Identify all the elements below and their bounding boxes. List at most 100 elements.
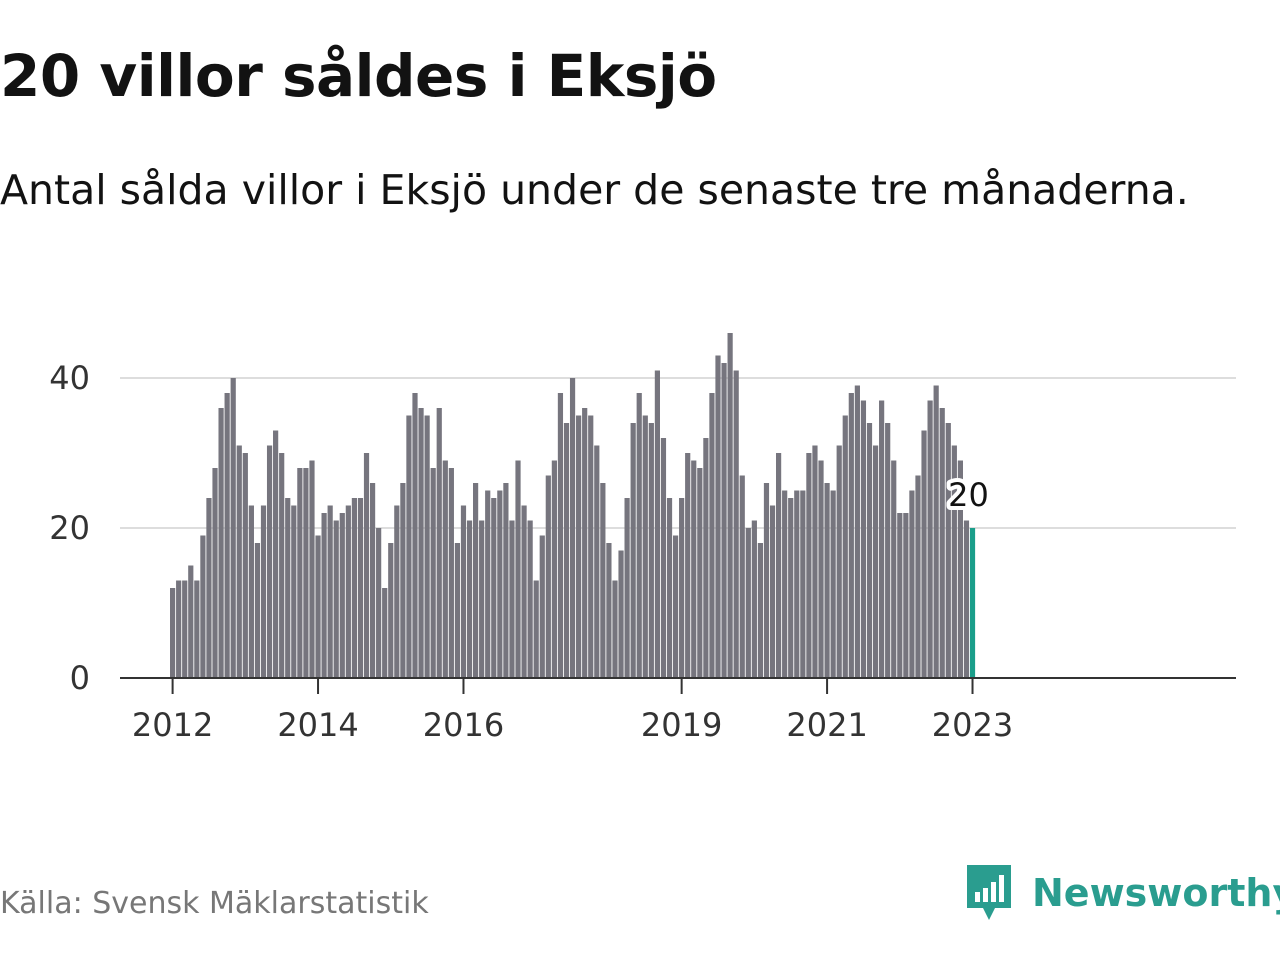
bar: [194, 580, 200, 678]
bar: [606, 543, 612, 678]
bar: [545, 475, 551, 678]
bar: [921, 430, 927, 678]
bar: [315, 535, 321, 678]
bar: [309, 460, 315, 678]
bar: [515, 460, 521, 678]
brand-logo[interactable]: Newsworthy: [964, 862, 1280, 924]
bar: [285, 498, 291, 678]
bar: [776, 453, 782, 678]
bar: [521, 505, 527, 678]
bar: [757, 543, 764, 678]
bar: [848, 393, 854, 678]
bar: [497, 490, 503, 678]
bar: [388, 543, 394, 678]
brand-name: Newsworthy: [1032, 871, 1280, 915]
bar: [297, 468, 303, 678]
bar: [939, 408, 945, 678]
bar: [612, 580, 618, 678]
bar: [242, 453, 248, 678]
bar: [466, 520, 473, 678]
bar: [600, 483, 606, 678]
bar: [782, 490, 788, 678]
bar: [182, 580, 188, 678]
bar: [412, 393, 418, 678]
bar: [406, 415, 412, 678]
bar: [618, 550, 624, 678]
bar: [866, 423, 873, 678]
bar: [254, 543, 261, 678]
bar: [376, 528, 382, 678]
y-tick-label: 20: [49, 509, 90, 547]
y-tick-label: 0: [70, 659, 90, 697]
bar: [957, 460, 963, 678]
bar: [479, 520, 485, 678]
bar: [945, 423, 951, 678]
bar: [527, 520, 533, 678]
bar: [509, 520, 515, 678]
bar: [733, 370, 739, 678]
bar: [709, 393, 715, 678]
bar: [885, 423, 891, 678]
bar: [394, 505, 400, 678]
bar: [715, 355, 721, 678]
bar: [218, 408, 224, 678]
bar-chart: 0 20 40 2012 2014 2016 2019 2021 2023 20: [49, 333, 1236, 744]
bar: [569, 378, 576, 678]
bar: [303, 468, 309, 678]
bar: [327, 505, 333, 678]
bar: [400, 483, 406, 678]
bar: [248, 505, 254, 678]
bar: [842, 415, 848, 678]
bar: [769, 505, 776, 678]
bar: [818, 460, 824, 678]
x-tick-label: 2014: [277, 706, 358, 744]
x-tick-label: 2012: [132, 706, 213, 744]
bar: [897, 513, 903, 678]
bar: [630, 423, 636, 678]
bar: [230, 378, 236, 678]
bar: [291, 505, 297, 678]
tick-labels: 0 20 40 2012 2014 2016 2019 2021 2023 20: [49, 359, 1013, 744]
bar: [666, 498, 673, 678]
bar: [339, 513, 345, 678]
bar: [430, 468, 436, 678]
bar: [800, 490, 806, 678]
bar: [854, 385, 860, 678]
bar: [872, 445, 879, 678]
bar: [557, 393, 564, 678]
bar: [436, 408, 442, 678]
bar: [273, 430, 279, 678]
bar: [672, 535, 679, 678]
bar: [212, 468, 218, 678]
bar: [642, 415, 648, 678]
bar: [691, 460, 697, 678]
bar-series: [170, 333, 976, 678]
chart-subtitle: Antal sålda villor i Eksjö under de sena…: [0, 166, 1189, 214]
bar: [927, 400, 933, 678]
bar: [594, 445, 600, 678]
bar: [824, 483, 830, 678]
bar: [236, 445, 242, 678]
bar: [739, 475, 745, 678]
bar: [442, 460, 448, 678]
chart-title: 20 villor såldes i Eksjö: [0, 42, 717, 110]
bar: [473, 483, 479, 678]
bar: [697, 468, 703, 678]
bar: [563, 423, 570, 678]
bar: [660, 438, 667, 678]
bar: [351, 498, 357, 678]
bar: [357, 498, 364, 678]
bar: [648, 423, 654, 678]
bar: [448, 468, 454, 678]
bar: [424, 415, 430, 678]
bar: [933, 385, 939, 678]
bar: [763, 483, 770, 678]
bar: [788, 498, 794, 678]
bar: [279, 453, 285, 678]
x-tick-label: 2021: [786, 706, 867, 744]
bar: [321, 513, 327, 678]
bar: [533, 580, 539, 678]
bar: [576, 415, 582, 678]
bar: [551, 460, 557, 678]
bar: [454, 543, 461, 678]
